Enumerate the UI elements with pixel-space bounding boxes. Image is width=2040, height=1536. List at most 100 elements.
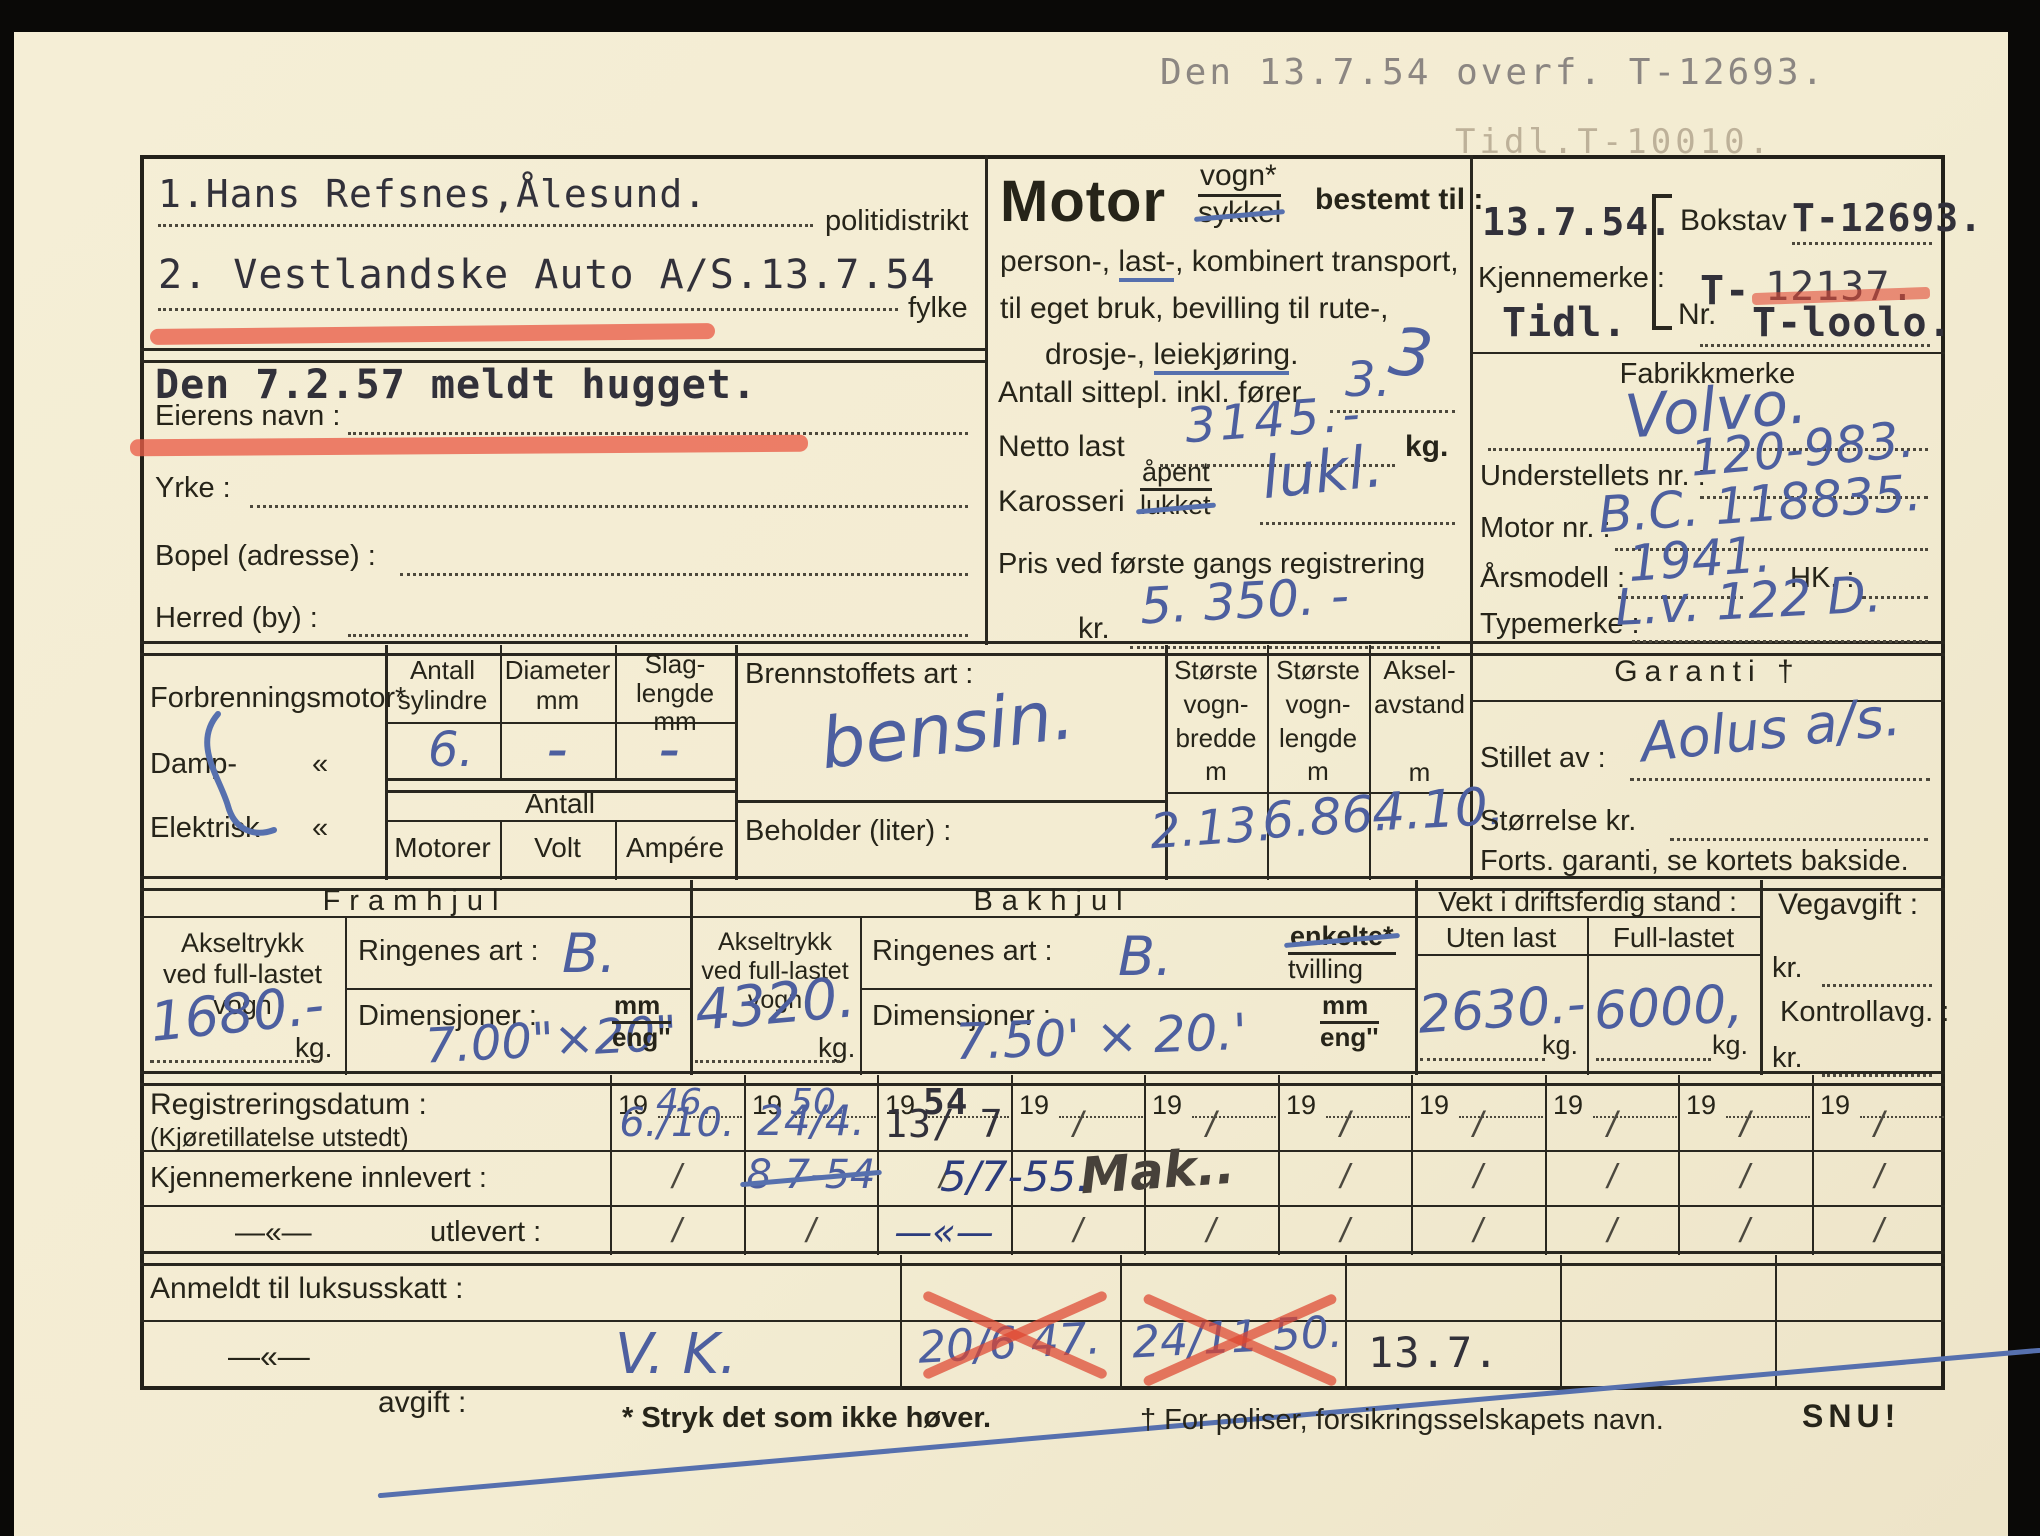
sykkel-option-struck: sykkel bbox=[1198, 195, 1282, 229]
volt-header: Volt bbox=[534, 832, 581, 863]
label-line: Akseltrykk bbox=[718, 928, 832, 956]
dotted-line bbox=[348, 432, 968, 435]
header-line: sylindre bbox=[397, 684, 488, 715]
vegavgift-header: Vegavgift : bbox=[1778, 888, 1919, 921]
max-length-header: Største vogn- lengde m bbox=[1267, 654, 1369, 789]
divider bbox=[385, 645, 388, 880]
weight-full-unit: kg. bbox=[1712, 1030, 1749, 1060]
reg-date-cell: 6./10. bbox=[619, 1100, 735, 1146]
kontrollavg-kr-label: kr. bbox=[1772, 1042, 1803, 1074]
dotted-line bbox=[158, 224, 813, 227]
kjennemerke-label: Kjennemerke : bbox=[1478, 262, 1665, 294]
diameter-value: – bbox=[548, 728, 568, 774]
divider bbox=[615, 645, 617, 778]
steam-row-label: Damp- bbox=[150, 748, 238, 780]
hk-label: HK. : bbox=[1790, 562, 1855, 594]
purpose-leiekjoring-underlined: leiekjøring bbox=[1153, 338, 1291, 371]
reg-date-cell: 24/4. bbox=[757, 1096, 865, 1145]
seats-value: 3. bbox=[1345, 352, 1391, 408]
enkelte-option-struck: enkelte* bbox=[1288, 922, 1396, 956]
front-mm-eng-unit: mm eng'' bbox=[612, 991, 671, 1052]
divider bbox=[690, 880, 693, 1075]
bakhjul-header: Bakhjul bbox=[973, 885, 1132, 917]
returned-cell: 8 7-54 bbox=[744, 1152, 878, 1198]
garanti-header: Garanti † bbox=[1614, 655, 1801, 688]
dotted-line bbox=[400, 573, 968, 576]
reg-date-cell: / bbox=[1205, 1104, 1216, 1145]
header-line: Aksel- bbox=[1383, 655, 1456, 685]
returned-cell: / bbox=[1607, 1158, 1617, 1196]
dotted-line bbox=[1670, 838, 1928, 841]
dotted-line bbox=[150, 1060, 318, 1063]
purpose-text: . bbox=[1290, 338, 1299, 371]
paper-background bbox=[14, 32, 2008, 1536]
dotted-line bbox=[1618, 596, 1743, 599]
footnote-stryk: * Stryk det som ikke høver. bbox=[622, 1402, 992, 1434]
stroke-col-header: Slag- lengde mm bbox=[615, 650, 735, 736]
purpose-text: , kombinert transport, bbox=[1175, 245, 1459, 278]
year-header-1: 19 46. bbox=[618, 1082, 748, 1124]
issued-cell: / bbox=[1740, 1212, 1750, 1250]
year-header-2: 19 50. bbox=[752, 1082, 882, 1124]
divider bbox=[140, 1150, 1945, 1152]
year-prefix: 19 bbox=[752, 1090, 783, 1120]
header-line: lengde bbox=[635, 677, 715, 708]
divider bbox=[1165, 645, 1168, 880]
header-line: Største bbox=[1174, 655, 1258, 685]
divider bbox=[1345, 1255, 1347, 1390]
reg-date-cell: / bbox=[1873, 1104, 1884, 1145]
stamp-line-1: Den 13.7.54 overf. T-12693. bbox=[1160, 52, 1827, 93]
motor-title: Motor bbox=[1000, 169, 1167, 234]
cylinders-col-header: Antall sylindre bbox=[385, 655, 500, 716]
dotted-line bbox=[1700, 496, 1928, 499]
reg-date-cell: / bbox=[1606, 1104, 1617, 1145]
dotted-line bbox=[158, 308, 898, 311]
issued-cell: / bbox=[1874, 1212, 1884, 1250]
dotted-line bbox=[250, 505, 968, 508]
header-line: vogn- bbox=[1285, 688, 1351, 719]
year-header-5: 19 bbox=[1152, 1082, 1282, 1124]
year-prefix: 19 bbox=[618, 1090, 649, 1120]
vekt-header: Vekt i driftsferdig stand : bbox=[1438, 886, 1737, 917]
divider bbox=[385, 778, 735, 793]
year-header-7: 19 bbox=[1419, 1082, 1549, 1124]
eng-label: eng'' bbox=[1320, 1022, 1379, 1053]
issued-cell: / bbox=[1607, 1212, 1617, 1250]
rear-rings-value: B. bbox=[1118, 925, 1173, 988]
vogn-sykkel-choice: vogn* sykkel bbox=[1198, 160, 1282, 229]
returned-cell: / bbox=[1340, 1158, 1350, 1196]
divider bbox=[735, 645, 738, 880]
axle-distance-header: Aksel- avstand m bbox=[1369, 654, 1470, 789]
year-header-10: 19 bbox=[1820, 1082, 1950, 1124]
divider bbox=[345, 988, 690, 990]
divider bbox=[140, 1251, 1945, 1266]
label-line: vogn bbox=[213, 990, 272, 1021]
rear-dim-value: 7.50' × 20.' bbox=[954, 1002, 1248, 1072]
motorer-header: Motorer bbox=[394, 832, 491, 863]
divider bbox=[140, 876, 1945, 891]
returned-cell: / bbox=[1473, 1158, 1483, 1196]
divider bbox=[1011, 1075, 1013, 1255]
divider bbox=[615, 820, 617, 880]
divider bbox=[1165, 792, 1470, 794]
price-label: Pris ved første gangs registrering bbox=[998, 548, 1426, 580]
header-line: mm bbox=[653, 706, 697, 737]
header-line: lengde bbox=[1278, 722, 1358, 753]
header-line: Største bbox=[1276, 655, 1360, 685]
dotted-line bbox=[1822, 984, 1932, 987]
divider bbox=[1470, 155, 1473, 880]
divider bbox=[1470, 700, 1945, 702]
mm-label: mm bbox=[1320, 991, 1379, 1025]
returned-cell: / bbox=[1740, 1158, 1750, 1196]
divider bbox=[140, 1071, 1945, 1086]
divider bbox=[385, 722, 735, 724]
rear-axle-label: Akseltrykk ved full-lastet vogn bbox=[690, 928, 860, 1014]
dotted-line bbox=[1862, 596, 1928, 599]
year-prefix: 19 bbox=[885, 1090, 916, 1120]
dotted-line bbox=[1700, 344, 1930, 347]
reg-date-cell: / bbox=[1072, 1104, 1083, 1145]
ditto-mark: —«— bbox=[235, 1216, 312, 1249]
dotted-line bbox=[1130, 646, 1440, 649]
divider bbox=[1415, 954, 1760, 956]
reg-date-cell: / bbox=[1339, 1104, 1350, 1145]
